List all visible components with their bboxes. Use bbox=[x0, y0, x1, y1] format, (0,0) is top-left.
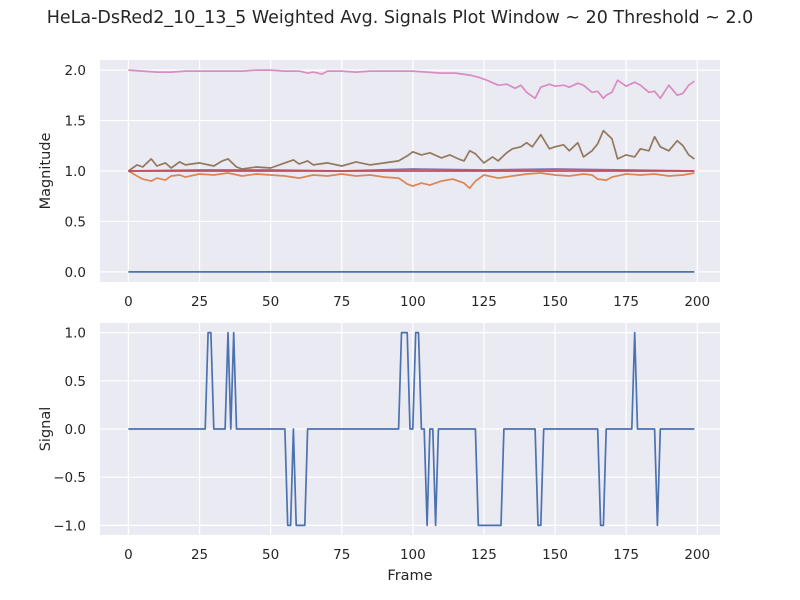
x-tick-label: 125 bbox=[471, 294, 497, 310]
x-tick-label: 125 bbox=[471, 547, 497, 563]
y-tick-label: 0.5 bbox=[65, 374, 86, 390]
signal-plot: 0 25 50 75 100 125 150 175 200 −1.0 −0.5 0.0 0.5 1.0 S… bbox=[38, 323, 720, 584]
magnitude-plot: 0 25 50 75 100 125 150 175 200 0.0 0.5 1.0 1.5 2.0 Mag… bbox=[38, 60, 720, 310]
x-tick-label: 0 bbox=[124, 547, 133, 563]
x-tick-label: 150 bbox=[542, 547, 568, 563]
y-tick-label: 1.0 bbox=[65, 164, 86, 180]
x-tick-label: 175 bbox=[613, 547, 639, 563]
x-tick-label: 200 bbox=[684, 294, 710, 310]
x-tick-label: 175 bbox=[613, 294, 639, 310]
y-axis-label: Magnitude bbox=[38, 133, 54, 210]
y-axis-label: Signal bbox=[38, 407, 54, 452]
series-line bbox=[128, 168, 695, 172]
x-axis-label: Frame bbox=[387, 568, 432, 584]
y-tick-label: −0.5 bbox=[53, 470, 86, 486]
x-tick-label: 200 bbox=[684, 547, 710, 563]
series-line bbox=[127, 129, 695, 172]
y-tick-label: 1.0 bbox=[65, 326, 86, 342]
x-tick-label: 75 bbox=[333, 294, 350, 310]
series-line bbox=[127, 170, 695, 190]
figure-title: HeLa-DsRed2_10_13_5 Weighted Avg. Signal… bbox=[46, 8, 754, 28]
y-tick-label: 2.0 bbox=[65, 63, 86, 79]
y-tick-label: 0.5 bbox=[65, 214, 86, 230]
y-tick-label: 0.0 bbox=[65, 265, 86, 281]
series-line bbox=[128, 69, 695, 100]
x-tick-label: 100 bbox=[400, 294, 426, 310]
x-tick-label: 150 bbox=[542, 294, 568, 310]
x-tick-label: 75 bbox=[333, 547, 350, 563]
y-tick-label: −1.0 bbox=[53, 518, 86, 534]
x-tick-label: 0 bbox=[124, 294, 133, 310]
x-tick-label: 100 bbox=[400, 547, 426, 563]
x-tick-label: 50 bbox=[262, 294, 279, 310]
y-tick-label: 1.5 bbox=[65, 114, 86, 130]
x-tick-label: 50 bbox=[262, 547, 279, 563]
x-tick-label: 25 bbox=[191, 547, 208, 563]
series-line bbox=[128, 331, 695, 527]
y-tick-label: 0.0 bbox=[65, 422, 86, 438]
x-tick-label: 25 bbox=[191, 294, 208, 310]
